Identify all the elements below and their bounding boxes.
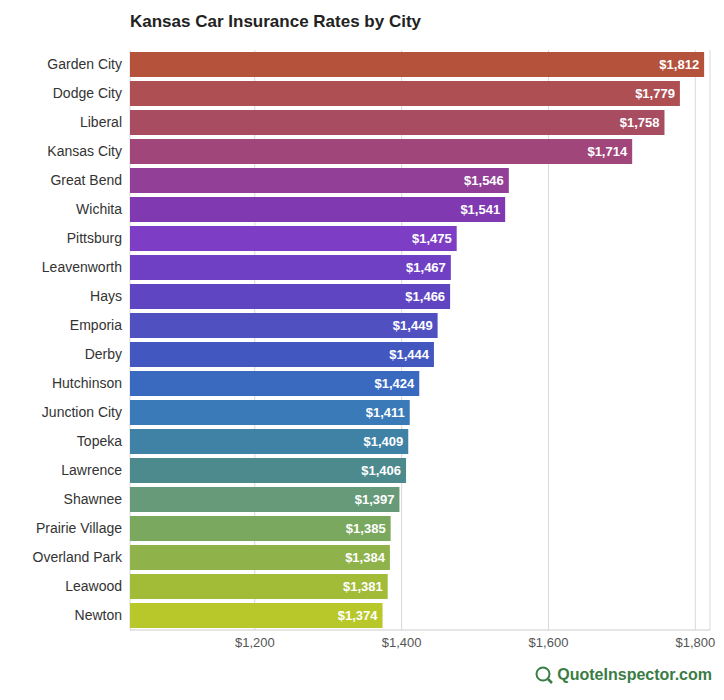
svg-text:$1,409: $1,409	[363, 434, 403, 449]
svg-text:$1,467: $1,467	[406, 260, 446, 275]
svg-text:$1,800: $1,800	[675, 635, 715, 650]
svg-text:Lawrence: Lawrence	[61, 462, 122, 478]
svg-text:$1,397: $1,397	[355, 492, 395, 507]
svg-text:Kansas City: Kansas City	[47, 143, 122, 159]
svg-text:Prairie Village: Prairie Village	[36, 520, 122, 536]
svg-text:$1,424: $1,424	[375, 376, 416, 391]
svg-text:$1,444: $1,444	[389, 347, 430, 362]
svg-text:Junction City: Junction City	[42, 404, 122, 420]
svg-text:Shawnee: Shawnee	[64, 491, 123, 507]
svg-text:$1,546: $1,546	[464, 173, 504, 188]
svg-text:Wichita: Wichita	[76, 201, 122, 217]
html-text:QuoteInspector.com: QuoteInspector.com	[557, 666, 712, 683]
svg-text:Derby: Derby	[85, 346, 122, 362]
svg-text:$1,466: $1,466	[405, 289, 445, 304]
svg-text:$1,374: $1,374	[338, 608, 379, 623]
svg-text:Pittsburg: Pittsburg	[67, 230, 122, 246]
svg-text:$1,384: $1,384	[345, 550, 386, 565]
svg-text:$1,449: $1,449	[393, 318, 433, 333]
svg-text:$1,411: $1,411	[366, 405, 405, 420]
svg-text:Hutchinson: Hutchinson	[52, 375, 122, 391]
svg-text:Garden City: Garden City	[47, 56, 122, 72]
svg-text:$1,385: $1,385	[346, 521, 386, 536]
svg-text:Liberal: Liberal	[80, 114, 122, 130]
svg-text:$1,779: $1,779	[635, 86, 675, 101]
svg-text:Leawood: Leawood	[65, 578, 122, 594]
svg-text:$1,200: $1,200	[235, 635, 275, 650]
svg-text:$1,758: $1,758	[620, 115, 660, 130]
svg-text:$1,714: $1,714	[587, 144, 628, 159]
svg-text:$1,541: $1,541	[460, 202, 500, 217]
svg-text:Emporia: Emporia	[70, 317, 122, 333]
svg-text:Leavenworth: Leavenworth	[42, 259, 122, 275]
svg-text:$1,475: $1,475	[412, 231, 452, 246]
svg-text:$1,812: $1,812	[659, 57, 699, 72]
html-text:Kansas Car Insurance Rates by: Kansas Car Insurance Rates by City	[130, 12, 421, 31]
svg-text:Topeka: Topeka	[77, 433, 122, 449]
svg-text:Dodge City: Dodge City	[53, 85, 122, 101]
svg-text:$1,406: $1,406	[361, 463, 401, 478]
svg-text:Great Bend: Great Bend	[50, 172, 122, 188]
svg-text:$1,381: $1,381	[343, 579, 383, 594]
svg-text:Overland Park: Overland Park	[33, 549, 123, 565]
svg-text:Hays: Hays	[90, 288, 122, 304]
svg-text:$1,600: $1,600	[529, 635, 569, 650]
svg-text:$1,400: $1,400	[382, 635, 422, 650]
svg-text:Newton: Newton	[75, 607, 122, 623]
